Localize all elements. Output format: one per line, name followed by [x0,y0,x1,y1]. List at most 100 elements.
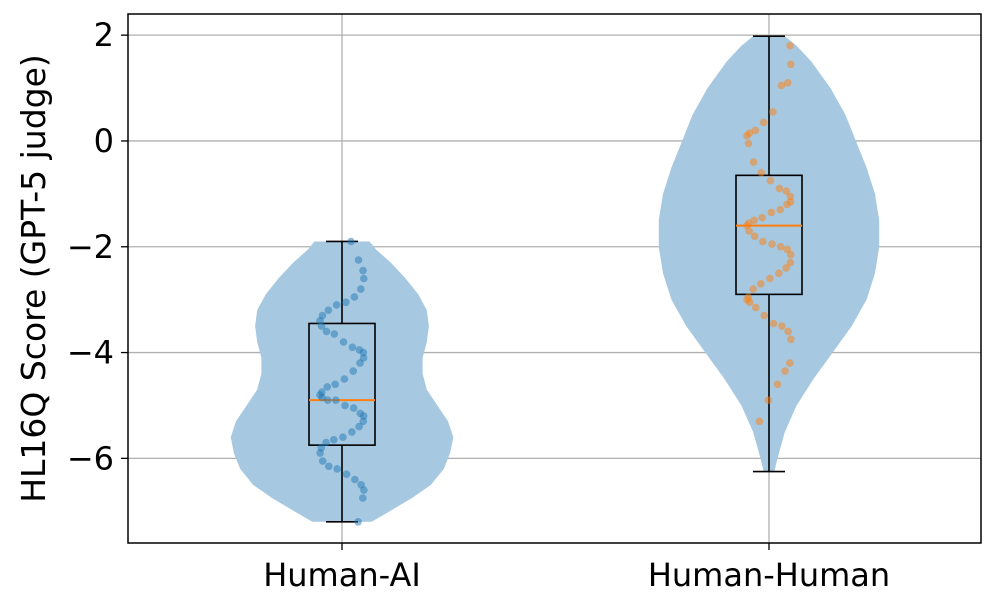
data-point [769,319,778,328]
y-axis-ticks: 2 0 −2 −4 −6 [67,16,128,477]
data-point [322,438,330,447]
data-point [751,126,760,135]
data-point [786,359,794,367]
data-point [777,81,786,90]
data-point [350,293,359,301]
data-point [755,417,764,426]
data-point [342,298,350,307]
data-point [766,176,775,185]
data-point [764,396,773,405]
data-point [317,322,326,330]
y-tick-label: −4 [67,334,114,372]
data-point [359,266,367,275]
data-point [786,258,795,267]
data-point [782,187,791,195]
y-axis-title: HL16Q Score (GPT-5 judge) [14,54,53,503]
data-point [749,158,758,166]
data-point [766,274,774,283]
data-point [752,303,760,312]
data-point [775,184,784,193]
data-point [784,79,792,87]
data-point [759,118,768,127]
iqr-box [735,174,803,296]
data-point [745,227,753,235]
data-point [749,285,757,293]
data-point [781,367,789,375]
data-point [339,433,347,442]
data-point [786,250,795,259]
violin-2 [658,36,880,472]
data-point [324,306,333,315]
data-point [359,494,367,502]
data-point [341,401,349,410]
data-point [359,348,368,357]
data-point [757,280,765,288]
data-point [331,380,340,389]
data-point [349,367,358,375]
data-point [330,330,339,338]
data-point [360,274,368,283]
data-point [357,285,365,293]
data-point [355,422,363,431]
scatter-points [316,41,795,526]
data-point [757,168,766,177]
data-point [767,208,776,217]
data-point [347,237,355,246]
data-point [775,269,783,278]
x-tick-label: Human-Human [648,556,890,594]
x-tick-label: Human-AI [263,556,421,594]
data-point [784,327,792,336]
data-point [750,232,759,240]
data-point [759,237,767,246]
data-point [323,396,332,405]
data-point [773,380,782,389]
data-point [351,475,359,484]
plot-frame [127,13,982,544]
data-point [787,335,795,344]
data-point [322,327,331,336]
data-point [356,359,364,367]
data-point [776,205,784,214]
data-point [745,298,754,307]
data-point [348,343,357,352]
data-point [316,449,324,457]
y-tick-label: 2 [94,16,114,54]
data-point [330,436,338,444]
y-tick-label: 0 [94,122,114,160]
data-point [787,60,795,69]
data-point [342,470,351,479]
data-point [354,256,363,264]
data-point [360,486,368,494]
data-point [323,383,332,391]
boxplots [308,35,803,523]
data-point [778,322,786,330]
data-point [318,457,327,465]
data-point [359,417,368,426]
data-point [348,428,356,436]
data-point [339,338,348,346]
x-axis-ticks: Human-AI Human-Human [263,543,890,594]
data-point [332,396,340,405]
violins [230,36,880,522]
data-point [782,264,790,272]
data-point [758,213,766,222]
y-tick-label: −6 [67,439,114,477]
data-point [783,200,791,209]
y-tick-label: −2 [67,228,114,266]
data-point [769,108,777,116]
data-point [786,41,794,50]
data-point [768,240,776,248]
data-point [743,131,751,140]
data-point [333,465,342,473]
iqr-box [308,322,376,446]
data-point [332,301,341,309]
data-point [776,243,785,251]
data-point [760,311,768,320]
data-point [744,139,753,148]
data-point [340,375,349,383]
data-point [354,518,362,526]
data-point [786,192,795,201]
data-point [325,462,333,471]
data-point [349,404,358,412]
